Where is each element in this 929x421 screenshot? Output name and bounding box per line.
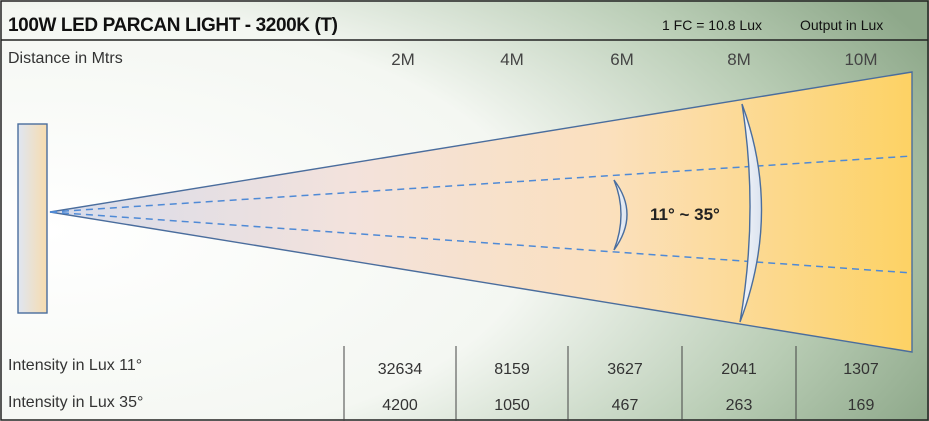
output-unit-label: Output in Lux (800, 17, 884, 33)
intensity-11-8m: 2041 (721, 361, 757, 378)
distance-2m: 2M (391, 50, 415, 69)
distance-10m: 10M (844, 50, 878, 69)
intensity-35-8m: 263 (725, 397, 753, 414)
light-beam-cone (49, 71, 913, 353)
distance-row-label: Distance in Mtrs (8, 50, 123, 67)
beam-angle-label: 11° ~ 35° (650, 205, 720, 224)
distance-6m: 6M (610, 50, 634, 69)
wide-beam-arc (739, 103, 763, 323)
page-title: 100W LED PARCAN LIGHT - 3200K (T) (8, 15, 338, 36)
distance-8m: 8M (727, 50, 751, 69)
intensity-35-10m: 169 (847, 397, 875, 414)
intensity-11-label: Intensity in Lux 11° (8, 357, 143, 374)
intensity-35-4m: 1050 (494, 397, 530, 414)
conversion-note: 1 FC = 10.8 Lux (662, 17, 763, 33)
intensity-35-label: Intensity in Lux 35° (8, 394, 144, 411)
narrow-beam-lower-line (49, 211, 913, 274)
intensity-35-6m: 467 (611, 397, 639, 414)
narrow-beam-arc (613, 179, 628, 251)
distance-4m: 4M (500, 50, 524, 69)
intensity-11-2m: 32634 (377, 361, 423, 378)
intensity-11-10m: 1307 (843, 361, 879, 378)
intensity-35-2m: 4200 (382, 397, 418, 414)
intensity-11-4m: 8159 (494, 361, 530, 378)
parcan-fixture (17, 123, 48, 314)
intensity-11-6m: 3627 (607, 361, 643, 378)
